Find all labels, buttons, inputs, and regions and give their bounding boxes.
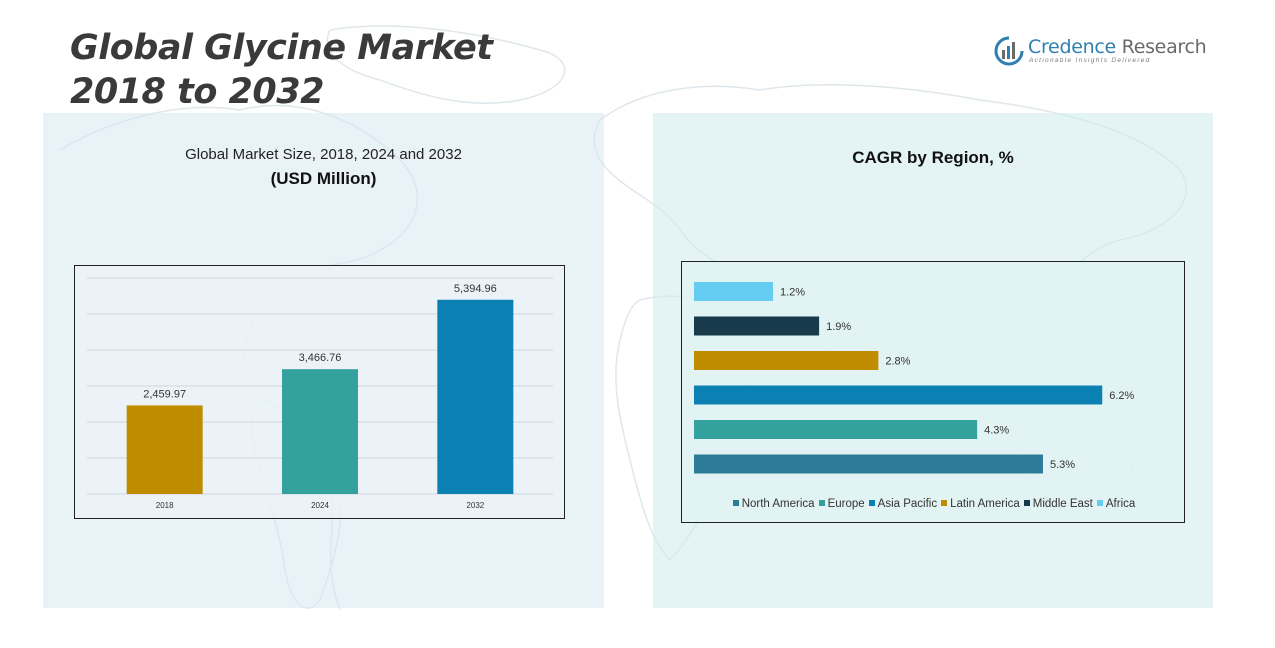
logo-name-part1: Credence xyxy=(1028,36,1116,58)
legend-label-europe: Europe xyxy=(827,498,865,510)
bar-europe xyxy=(694,420,978,439)
x-tick-label-2024: 2024 xyxy=(311,501,329,510)
data-label-2032: 5,394.96 xyxy=(454,283,497,295)
legend-item-africa: Africa xyxy=(1096,498,1136,510)
legend-swatch-latin-america xyxy=(941,500,948,506)
x-tick-label-2032: 2032 xyxy=(466,501,484,510)
legend-label-latin-america: Latin America xyxy=(950,498,1020,510)
cagr-legend: North America Europe Asia Pacific Latin Ame… xyxy=(682,498,1186,510)
legend-item-north-america: North America xyxy=(732,498,815,510)
data-label-latin-america: 2.8% xyxy=(885,356,910,368)
bar-2018 xyxy=(126,405,203,494)
legend-item-latin-america: Latin America xyxy=(941,498,1020,510)
cagr-chart-frame: 1.2% 1.9% 2.8% 6.2% 4.3% 5.3% North America Eu… xyxy=(681,261,1185,523)
legend-label-africa: Africa xyxy=(1105,498,1136,510)
data-label-2024: 3,466.76 xyxy=(299,352,342,364)
legend-item-asia-pacific: Asia Pacific xyxy=(868,498,938,510)
bar-middle-east xyxy=(694,316,820,336)
legend-label-north-america: North America xyxy=(741,498,815,510)
x-tick-label-2018: 2018 xyxy=(156,501,174,510)
logo-tagline: Actionable Insights Delivered xyxy=(1029,57,1151,64)
cagr-chart-title: CAGR by Region, % xyxy=(852,148,1014,167)
page-title-line1: Global Glycine Market xyxy=(70,28,493,68)
data-label-middle-east: 1.9% xyxy=(826,321,851,333)
legend-swatch-north-america xyxy=(732,500,739,506)
market-size-bar-chart: 2,459.97 2018 3,466.76 2024 5,394.96 2032 xyxy=(87,277,553,510)
bar-asia-pacific xyxy=(694,385,1103,405)
legend-swatch-middle-east xyxy=(1023,500,1030,506)
data-label-north-america: 5.3% xyxy=(1050,459,1075,471)
data-label-asia-pacific: 6.2% xyxy=(1109,390,1134,402)
bar-latin-america xyxy=(694,351,879,370)
market-size-chart-frame: 2,459.97 2018 3,466.76 2024 5,394.96 2032 xyxy=(74,265,565,519)
cagr-horizontal-bar-chart: 1.2% 1.9% 2.8% 6.2% 4.3% 5.3% xyxy=(694,282,1135,474)
legend-swatch-asia-pacific xyxy=(868,500,875,506)
logo-name-part2: Research xyxy=(1121,36,1207,58)
logo-mark-icon xyxy=(994,36,1024,66)
bar-2024 xyxy=(282,369,358,494)
legend-swatch-africa xyxy=(1096,500,1103,506)
legend-label-middle-east: Middle East xyxy=(1032,498,1093,510)
legend-item-middle-east: Middle East xyxy=(1023,498,1093,510)
legend-swatch-europe xyxy=(818,500,825,506)
data-label-2018: 2,459.97 xyxy=(143,388,186,400)
page-title: Global Glycine Market 2018 to 2032 xyxy=(70,26,493,114)
page-title-line2: 2018 to 2032 xyxy=(70,72,324,112)
bar-2032 xyxy=(437,299,514,494)
market-size-chart-subtitle: (USD Million) xyxy=(270,169,377,188)
bar-africa xyxy=(694,282,774,301)
legend-item-europe: Europe xyxy=(818,498,865,510)
data-label-europe: 4.3% xyxy=(984,425,1009,437)
logo-name: Credence Research xyxy=(1028,36,1207,58)
credence-research-logo[interactable]: Credence Research Actionable Insights De… xyxy=(994,34,1207,68)
data-label-africa: 1.2% xyxy=(780,287,805,299)
cagr-panel: CAGR by Region, % 1.2% 1.9% 2.8% 6.2% 4.3% 5.… xyxy=(653,113,1213,608)
market-size-panel: Global Market Size, 2018, 2024 and 2032 … xyxy=(43,113,604,608)
market-size-chart-title: Global Market Size, 2018, 2024 and 2032 xyxy=(185,146,462,163)
legend-label-asia-pacific: Asia Pacific xyxy=(877,498,938,510)
bar-north-america xyxy=(694,454,1043,474)
